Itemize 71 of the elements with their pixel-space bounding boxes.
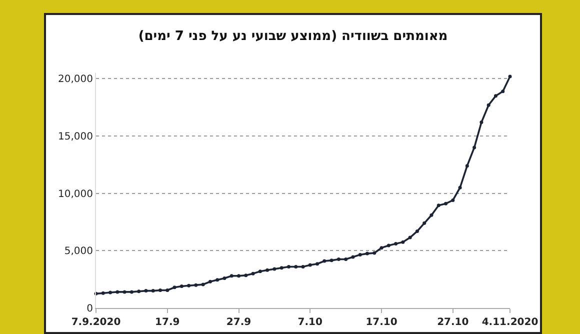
x-tick-label: 27.9	[226, 317, 252, 328]
point	[151, 289, 155, 293]
point	[394, 242, 398, 246]
point	[415, 229, 419, 233]
point	[480, 120, 484, 124]
point	[380, 246, 384, 250]
point	[330, 258, 334, 262]
point	[430, 213, 434, 217]
point	[216, 278, 220, 282]
point	[422, 221, 426, 225]
x-tick-label: 7.9.2020	[71, 317, 121, 328]
point	[451, 198, 455, 202]
point	[386, 244, 390, 248]
point	[187, 284, 191, 288]
point	[465, 164, 469, 168]
point	[230, 274, 234, 278]
point	[237, 274, 241, 278]
point	[201, 282, 205, 286]
x-tick-label: 17.10	[366, 317, 398, 328]
point	[258, 270, 262, 274]
point	[351, 255, 355, 259]
point	[294, 264, 298, 268]
point	[458, 186, 462, 190]
point	[251, 272, 255, 276]
point	[272, 267, 276, 271]
point	[316, 262, 320, 266]
point	[130, 290, 134, 294]
point	[436, 204, 440, 208]
point	[108, 290, 112, 294]
point	[172, 286, 176, 290]
point	[166, 288, 170, 292]
y-tick-label: 0	[86, 304, 93, 314]
point	[336, 258, 340, 262]
point	[158, 288, 162, 292]
point	[286, 264, 290, 268]
y-tick-label: 10,000	[58, 188, 93, 200]
y-tick-label: 15,000	[58, 132, 93, 143]
x-tick-label: 17.9	[155, 317, 180, 328]
point	[244, 274, 248, 278]
point	[486, 103, 490, 107]
x-tick-label: 7.10	[298, 317, 323, 328]
chart-title: מאומתים בשוודיה (ממוצע שבועי נע על פני 7 ימים)	[138, 28, 448, 44]
point	[508, 74, 512, 78]
point	[358, 252, 362, 256]
point	[137, 290, 141, 294]
point	[401, 240, 405, 244]
y-tick-label: 5,000	[64, 246, 93, 258]
point	[344, 258, 348, 262]
point	[266, 268, 270, 272]
point	[308, 263, 312, 267]
point	[122, 290, 126, 294]
point	[222, 276, 226, 280]
point	[194, 283, 198, 287]
x-tick-label: 27.10	[437, 317, 469, 328]
point	[501, 90, 505, 94]
point	[144, 289, 148, 293]
point	[280, 266, 284, 270]
point	[472, 146, 476, 150]
y-tick-label: 20,000	[58, 74, 93, 86]
point	[494, 94, 498, 98]
point	[444, 202, 448, 206]
point	[180, 284, 184, 288]
point	[408, 236, 412, 240]
point	[372, 251, 376, 255]
x-tick-label: 4.11.2020	[482, 317, 538, 328]
point	[208, 280, 212, 284]
point	[101, 291, 105, 295]
point	[322, 259, 326, 263]
point	[116, 290, 120, 294]
point	[365, 252, 369, 256]
point	[301, 264, 305, 268]
